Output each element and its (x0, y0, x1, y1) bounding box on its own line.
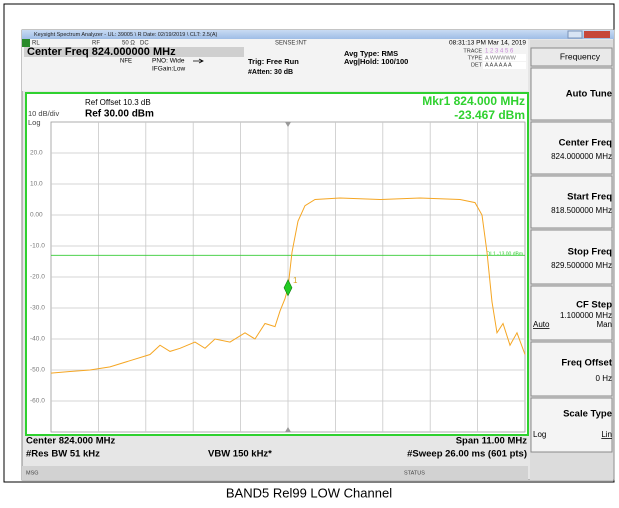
softkey-button[interactable] (530, 47, 613, 67)
footer-vbw: VBW 150 kHz* (208, 449, 272, 460)
softkey-label: CF Step (576, 300, 612, 311)
center-freq-box (24, 47, 244, 57)
softkey-value: 824.000000 MHz (551, 152, 612, 161)
trace-type-box (483, 54, 526, 61)
status-field: SENSE:INT (275, 41, 307, 47)
y-tick-label: -50.0 (30, 367, 45, 374)
y-tick-label: 10.0 (30, 181, 43, 188)
avg-hold: Avg|Hold: 100/100 (344, 57, 408, 66)
type-label: TYPE (468, 55, 483, 61)
caption: BAND5 Rel99 LOW Channel (226, 485, 392, 500)
nfe: NFE (120, 59, 132, 65)
datetime: 08:31:13 PM Mar 14, 2019 (449, 40, 526, 47)
softkey-button[interactable] (530, 397, 613, 453)
status-bar (22, 466, 528, 480)
trig: Trig: Free Run (248, 57, 299, 66)
status-field: DC (140, 41, 149, 47)
softkey-value: 829.500000 MHz (551, 261, 612, 270)
trace-label: TRACE (463, 48, 482, 54)
softkey-button[interactable] (530, 121, 613, 175)
softkey-value: 818.500000 MHz (551, 206, 612, 215)
softkey-label: Freq Offset (561, 358, 613, 369)
y-tick-label: -30.0 (30, 305, 45, 312)
softkey-option: Lin (601, 430, 612, 439)
footer-res-bw: #Res BW 51 kHz (26, 449, 100, 460)
scale-type: Log (28, 118, 41, 127)
trace (50, 197, 526, 374)
display-line-label: DL1 -13.00 dBm (487, 252, 523, 258)
softkey-button[interactable] (530, 175, 613, 229)
marker-label: 1 (293, 276, 298, 285)
softkey-value: 0 Hz (596, 374, 612, 383)
footer-status: STATUS (404, 470, 425, 476)
softkey-label: Scale Type (563, 409, 612, 420)
ref-offset: Ref Offset 10.3 dB (85, 98, 151, 107)
softkey-label: Auto Tune (566, 89, 612, 100)
softkey-value: 1.100000 MHz (560, 311, 612, 320)
y-tick-label: -60.0 (30, 398, 45, 405)
footer-sweep: #Sweep 26.00 ms (601 pts) (407, 449, 527, 460)
softkey-label: Stop Freq (568, 247, 613, 258)
softkey-option: Log (533, 430, 546, 439)
trace-numbers: 1 2 3 4 5 6 (485, 49, 514, 55)
softkey-label: Start Freq (567, 192, 612, 203)
ref-level: Ref 30.00 dBm (85, 109, 154, 120)
close-button[interactable] (584, 31, 610, 38)
marker-frequency: Mkr1 824.000 MHz (422, 94, 525, 108)
y-tick-label: 20.0 (30, 150, 43, 157)
trace-type: A WWWWW (485, 55, 517, 61)
status-field: RL (32, 41, 40, 47)
softkey-button[interactable] (530, 341, 613, 397)
y-tick-label: -10.0 (30, 243, 45, 250)
center-indicator (285, 122, 291, 127)
softkey-option: Man (596, 320, 612, 329)
y-tick-label: -20.0 (30, 274, 45, 281)
softkey-label: Center Freq (559, 138, 613, 149)
atten: #Atten: 30 dB (248, 69, 293, 76)
footer-msg: MSG (26, 470, 39, 476)
lxi-icon (22, 39, 30, 47)
marker-amplitude: -23.467 dBm (454, 108, 525, 122)
status-field: RF (92, 41, 100, 47)
softkey-button[interactable] (530, 229, 613, 285)
marker (283, 279, 293, 297)
avg-type: Avg Type: RMS (344, 49, 398, 58)
menu-title: Frequency (560, 51, 601, 61)
det-label: DET (471, 62, 483, 68)
ifgain: IFGain:Low (152, 66, 186, 73)
softkey-option: Auto (533, 320, 550, 329)
scale: 10 dB/div (28, 109, 60, 118)
softkey-button[interactable] (530, 67, 613, 121)
minimize-button[interactable] (567, 30, 583, 39)
y-tick-label: 0.00 (30, 212, 43, 219)
window-title: Keysight Spectrum Analyzer - UL: 39005 \… (34, 32, 217, 38)
status-field: 50 Ω (122, 41, 135, 47)
title-bar (22, 30, 614, 39)
det-box (483, 62, 526, 69)
pno-arrow (193, 58, 204, 64)
footer-center: Center 824.000 MHz (26, 436, 115, 447)
y-tick-label: -40.0 (30, 336, 45, 343)
softkey-button[interactable] (530, 285, 613, 341)
footer-span: Span 11.00 MHz (456, 436, 528, 447)
pno: PNO: Wide (152, 58, 185, 65)
det: A A A A A A (485, 62, 512, 68)
center-indicator (285, 427, 291, 432)
center-freq-setting: Center Freq 824.000000 MHz (27, 46, 176, 58)
